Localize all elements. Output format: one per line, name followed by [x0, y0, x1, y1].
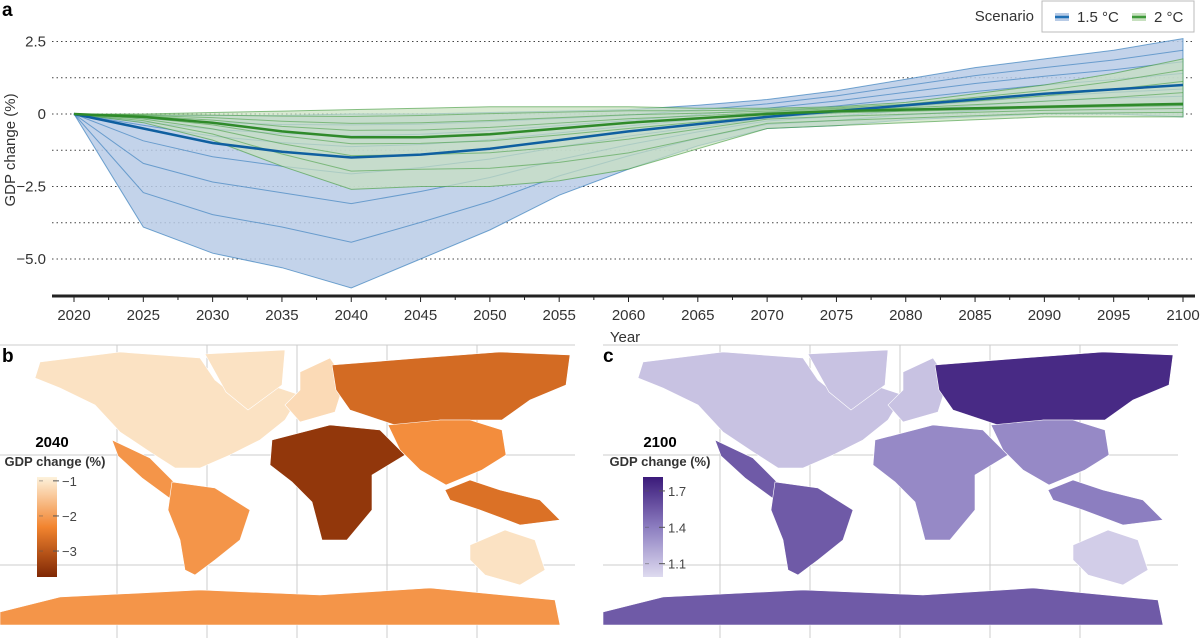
- colorbar-label: GDP change (%): [5, 454, 106, 469]
- colorbar-tick-label: 1.7: [668, 484, 686, 499]
- legend: Scenario 1.5 °C 2 °C: [975, 0, 1195, 33]
- panel-label-b: b: [2, 346, 14, 367]
- colorbar-year: 2100: [643, 434, 676, 451]
- region-europe: [887, 357, 949, 423]
- x-tick-label: 2030: [196, 307, 229, 324]
- y-axis-label: GDP change (%): [2, 93, 19, 206]
- map-2040: [0, 344, 575, 638]
- x-tick-label: 2040: [335, 307, 368, 324]
- x-tick-label: 2075: [820, 307, 853, 324]
- member-line: [73, 69, 1184, 118]
- central-line-1-5c: [73, 83, 1184, 159]
- member-line: [73, 104, 1184, 145]
- x-tick-label: 2020: [57, 307, 90, 324]
- colorbar-label: GDP change (%): [610, 454, 711, 469]
- region-south-america: [167, 481, 251, 576]
- colorbar-year: 2040: [35, 434, 68, 451]
- member-line: [73, 80, 1184, 124]
- panel-label-c: c: [603, 346, 614, 367]
- region-asia: [990, 419, 1110, 486]
- region-south-america: [770, 481, 854, 576]
- colorbar-2100: 2100 GDP change (%) 1.7 1.4 1.1: [610, 434, 711, 577]
- x-tick-label: 2065: [681, 307, 714, 324]
- region-africa-me: [269, 424, 406, 541]
- line-chart: 2.5 0 −2.5 −5.0 2020 2025 2030 2035 2040 2045 2050…: [16, 34, 1199, 325]
- colorbar-tick-label: 1.4: [668, 520, 686, 535]
- x-tick-label: 2080: [889, 307, 922, 324]
- legend-label-2: 2 °C: [1154, 9, 1184, 26]
- region-africa-me: [872, 424, 1009, 541]
- central-line-2c: [73, 102, 1184, 139]
- x-axis-label: Year: [610, 329, 640, 346]
- x-tick-label: 2100: [1166, 307, 1199, 324]
- colorbar-2040: 2040 GDP change (%) −1 −2 −3: [5, 434, 106, 577]
- x-tick-label: 2045: [404, 307, 437, 324]
- region-oceania: [1072, 529, 1149, 586]
- region-greenland: [807, 349, 889, 411]
- x-tick-label: 2035: [265, 307, 298, 324]
- y-tick-label: −5.0: [16, 251, 46, 268]
- map-2100: [602, 344, 1178, 638]
- x-tick-label: 2070: [750, 307, 783, 324]
- legend-label-1-5: 1.5 °C: [1077, 9, 1119, 26]
- region-europe: [284, 357, 346, 423]
- x-tick-label: 2095: [1097, 307, 1130, 324]
- region-russia: [331, 351, 571, 431]
- colorbar-tick-label: −1: [62, 474, 77, 489]
- region-russia: [934, 351, 1174, 431]
- colorbar-tick-label: −3: [62, 544, 77, 559]
- x-tick-label: 2050: [473, 307, 506, 324]
- colorbar-gradient: [643, 477, 663, 577]
- member-line: [73, 111, 1184, 172]
- x-tick-label: 2055: [543, 307, 576, 324]
- legend-title: Scenario: [975, 8, 1034, 25]
- colorbar-gradient: [37, 477, 57, 577]
- x-tick-label: 2085: [958, 307, 991, 324]
- x-tick-label: 2090: [1028, 307, 1061, 324]
- y-tick-label: −2.5: [16, 179, 46, 196]
- region-antarctica: [0, 587, 561, 626]
- region-se-asia: [444, 479, 561, 526]
- y-tick-label: 0: [38, 106, 46, 123]
- region-oceania: [469, 529, 546, 586]
- y-tick-label: 2.5: [25, 34, 46, 51]
- region-asia: [387, 419, 507, 486]
- member-line: [73, 107, 1184, 157]
- panel-label-a: a: [2, 0, 13, 21]
- region-north-america: [34, 351, 301, 469]
- member-line: [73, 92, 1184, 131]
- x-tick-label: 2060: [612, 307, 645, 324]
- region-antarctica: [602, 587, 1164, 626]
- region-greenland: [204, 349, 286, 411]
- region-se-asia: [1047, 479, 1164, 526]
- colorbar-tick-label: 1.1: [668, 557, 686, 572]
- x-tick-label: 2025: [127, 307, 160, 324]
- colorbar-tick-label: −2: [62, 509, 77, 524]
- region-north-america: [637, 351, 904, 469]
